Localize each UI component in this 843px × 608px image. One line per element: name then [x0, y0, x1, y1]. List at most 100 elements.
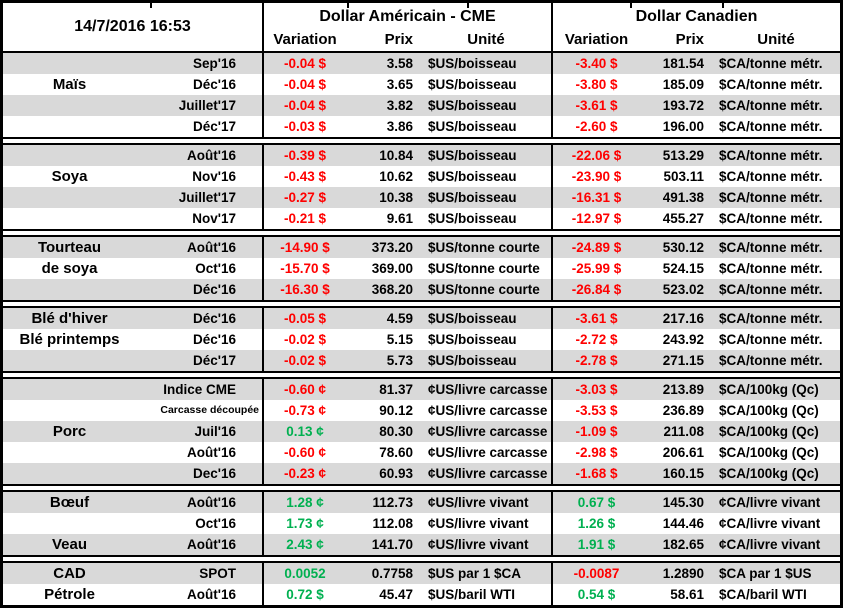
- table-row: Carcasse découpée -0.73 ¢ 90.12 ¢US/livr…: [3, 400, 840, 421]
- table-row: Oct'16 1.73 ¢ 112.08 ¢US/livre vivant 1.…: [3, 513, 840, 534]
- price-ca: 217.16: [662, 311, 704, 326]
- variation-ca: -1.09 $: [575, 424, 618, 439]
- unit-ca: $CA/tonne métr.: [719, 240, 823, 255]
- commodity-label: Pétrole: [44, 586, 95, 603]
- commodity-label: [3, 53, 136, 74]
- section-tourteau-de-soya: Tourteau Août'16 -14.90 $ 373.20 $US/ton…: [3, 237, 840, 300]
- commodity-label: [3, 279, 136, 300]
- grid-tick: [347, 3, 349, 8]
- unit-us: $US/boisseau: [421, 145, 553, 166]
- table-row: Août'16 -0.39 $ 10.84 $US/boisseau -22.0…: [3, 145, 840, 166]
- commodity-label: [3, 208, 136, 229]
- variation-us: -15.70 $: [280, 261, 330, 276]
- unit-us: ¢US/livre carcasse: [421, 379, 553, 400]
- unit-ca: $CA/tonne métr.: [719, 282, 823, 297]
- variation-ca: 1.91 $: [577, 537, 616, 552]
- variation-us: 0.72 $: [286, 587, 324, 602]
- price-ca: 455.27: [662, 211, 704, 226]
- price-ca: 144.46: [662, 516, 704, 531]
- variation-ca: -1.68 $: [575, 466, 618, 481]
- variation-ca: 1.26 $: [577, 516, 616, 531]
- contract-month: Août'16: [136, 584, 264, 605]
- unit-ca: ¢CA/livre vivant: [719, 537, 821, 552]
- grid-tick: [467, 3, 469, 8]
- unit-ca: $CA/tonne métr.: [719, 211, 823, 226]
- group-header-canadian-dollar: Dollar Canadien: [635, 8, 758, 25]
- unit-ca: $CA/100kg (Qc): [719, 424, 819, 439]
- table-row: de soya Oct'16 -15.70 $ 369.00 $US/tonne…: [3, 258, 840, 279]
- variation-us: -0.27 $: [283, 190, 327, 205]
- commodity-label: Bœuf: [49, 494, 90, 511]
- variation-us: 2.43 ¢: [286, 537, 324, 552]
- grid-tick: [150, 3, 152, 8]
- unit-us: $US/tonne courte: [421, 237, 553, 258]
- unit-us: $US/tonne courte: [421, 279, 553, 300]
- section-divider: [3, 371, 840, 379]
- price-ca: 271.15: [662, 353, 704, 368]
- section-boeuf-veau: Bœuf Août'16 1.28 ¢ 112.73 ¢US/livre viv…: [3, 492, 840, 555]
- contract-month: Dec'16: [136, 463, 264, 484]
- price-ca: 160.15: [662, 466, 704, 481]
- contract-month: Juillet'17: [136, 95, 264, 116]
- variation-ca: -3.40 $: [575, 56, 618, 71]
- section-mais: Sep'16 -0.04 $ 3.58 $US/boisseau -3.40 $…: [3, 53, 840, 137]
- unit-us: $US/boisseau: [421, 74, 553, 95]
- unit-us: $US/tonne courte: [421, 258, 553, 279]
- price-us: 3.82: [386, 98, 413, 113]
- grid-tick: [722, 3, 724, 8]
- table-row: Juillet'17 -0.27 $ 10.38 $US/boisseau -1…: [3, 187, 840, 208]
- contract-month: Juillet'17: [136, 187, 264, 208]
- price-us: 112.73: [372, 495, 413, 510]
- table-row: Bœuf Août'16 1.28 ¢ 112.73 ¢US/livre viv…: [3, 492, 840, 513]
- contract-month: Oct'16: [136, 513, 264, 534]
- variation-ca: -3.61 $: [575, 311, 618, 326]
- variation-us: 0.0052: [284, 566, 326, 581]
- unit-ca: $CA/tonne métr.: [719, 119, 823, 134]
- price-us: 80.30: [379, 424, 413, 439]
- variation-us: -14.90 $: [280, 240, 330, 255]
- section-soya: Août'16 -0.39 $ 10.84 $US/boisseau -22.0…: [3, 145, 840, 229]
- commodity-label: [3, 463, 136, 484]
- table-row: Tourteau Août'16 -14.90 $ 373.20 $US/ton…: [3, 237, 840, 258]
- unit-ca: $CA/tonne métr.: [719, 56, 823, 71]
- variation-ca: -3.61 $: [575, 98, 618, 113]
- table-row: Porc Juil'16 0.13 ¢ 80.30 ¢US/livre carc…: [3, 421, 840, 442]
- variation-ca: -16.31 $: [571, 190, 622, 205]
- price-us: 368.20: [371, 282, 413, 297]
- timestamp: 14/7/2016 16:53: [3, 3, 264, 51]
- variation-us: -0.04 $: [283, 98, 327, 113]
- price-ca: 206.61: [662, 445, 704, 460]
- unit-ca: $CA/100kg (Qc): [719, 466, 819, 481]
- price-us: 45.47: [379, 587, 413, 602]
- commodity-label: [3, 187, 136, 208]
- price-us: 112.08: [372, 516, 413, 531]
- commodity-label: [3, 350, 136, 371]
- table-row: Nov'17 -0.21 $ 9.61 $US/boisseau -12.97 …: [3, 208, 840, 229]
- contract-month: Carcasse découpée: [136, 400, 264, 421]
- variation-ca: -2.78 $: [575, 353, 618, 368]
- variation-us: -0.23 ¢: [283, 466, 327, 481]
- commodity-label: [3, 145, 136, 166]
- price-ca: 193.72: [662, 98, 704, 113]
- contract-month: Août'16: [136, 237, 264, 258]
- variation-us: -0.73 ¢: [283, 403, 327, 418]
- unit-us: ¢US/livre carcasse: [421, 442, 553, 463]
- grid-tick: [630, 3, 632, 8]
- variation-us: -0.43 $: [283, 169, 327, 184]
- unit-ca: ¢CA/livre vivant: [719, 495, 821, 510]
- contract-month: Août'16: [136, 534, 264, 555]
- variation-ca: -22.06 $: [571, 148, 622, 163]
- price-us: 4.59: [386, 311, 413, 326]
- variation-us: -0.02 $: [283, 332, 327, 347]
- price-ca: 182.65: [662, 537, 704, 552]
- commodity-label: Porc: [52, 423, 87, 440]
- column-header-prix-us: Prix: [384, 31, 413, 48]
- unit-us: $US/boisseau: [421, 308, 553, 329]
- table-body: Sep'16 -0.04 $ 3.58 $US/boisseau -3.40 $…: [3, 53, 840, 605]
- column-header-unite-ca: Unité: [757, 31, 795, 48]
- table-row: Déc'17 -0.03 $ 3.86 $US/boisseau -2.60 $…: [3, 116, 840, 137]
- commodity-label: Tourteau: [37, 239, 102, 256]
- commodity-label: Veau: [51, 536, 88, 553]
- price-ca: 211.08: [663, 424, 704, 439]
- table-row: Soya Nov'16 -0.43 $ 10.62 $US/boisseau -…: [3, 166, 840, 187]
